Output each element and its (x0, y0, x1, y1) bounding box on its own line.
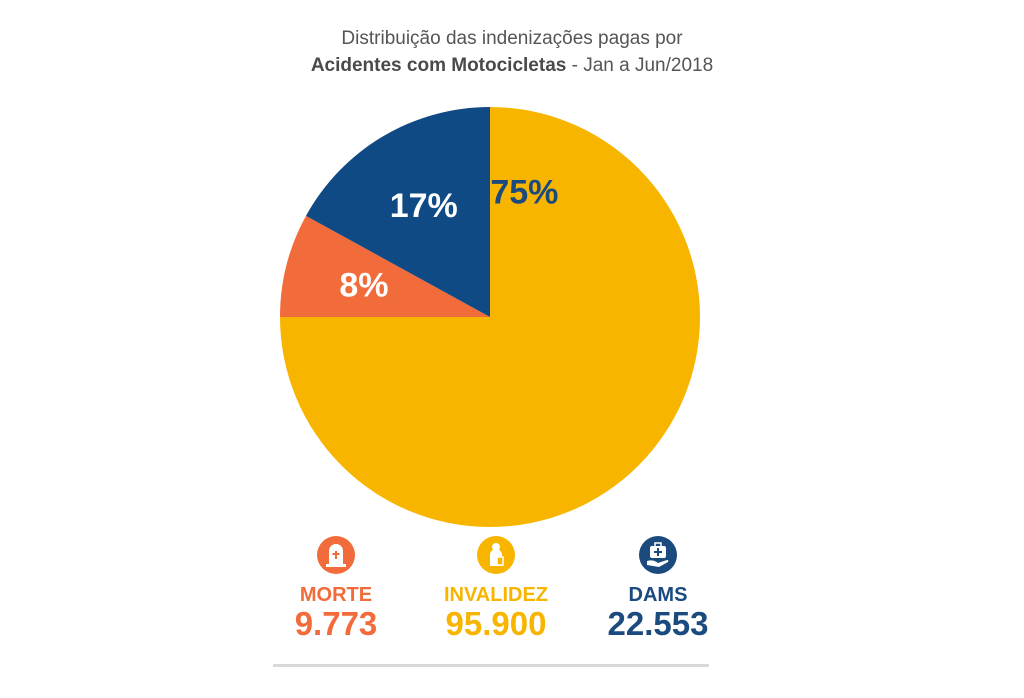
wheelchair-person-icon (477, 536, 515, 574)
legend-label-invalidez: INVALIDEZ (443, 584, 549, 606)
legend-value-morte: 9.773 (294, 605, 378, 642)
pie-slice-dams (305, 107, 490, 317)
legend-value-dams: 22.553 (607, 605, 709, 642)
legend-item-morte: MORTE 9.773 (236, 536, 436, 642)
slice-label-morte: 8% (339, 267, 388, 305)
legend-item-dams: DAMS 22.553 (558, 536, 758, 642)
legend-label-dams: DAMS (628, 584, 688, 606)
slice-label-invalidez: 75% (490, 173, 558, 211)
chart-title-line1: Distribuição das indenizações pagas por (341, 28, 683, 49)
legend-value-invalidez: 95.900 (445, 605, 547, 642)
bottom-divider (273, 664, 709, 667)
chart-title-bold: Acidentes com Motocicletas (310, 55, 567, 76)
slice-label-dams: 17% (390, 187, 458, 225)
legend-item-invalidez: INVALIDEZ 95.900 (396, 536, 596, 642)
chart-title-period: - Jan a Jun/2018 (566, 55, 714, 76)
pie-slice-morte (280, 215, 490, 317)
medical-kit-icon (639, 536, 677, 574)
tombstone-icon (317, 536, 355, 574)
legend-label-morte: MORTE (299, 584, 373, 606)
chart-title-line2: Acidentes com Motocicletas - Jan a Jun/2… (0, 53, 1024, 79)
